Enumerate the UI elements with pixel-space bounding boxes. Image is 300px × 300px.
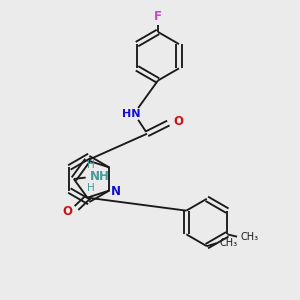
Text: F: F: [154, 10, 162, 23]
Text: N: N: [111, 184, 121, 198]
Text: CH₃: CH₃: [220, 238, 238, 248]
Text: HN: HN: [122, 109, 141, 119]
Text: H: H: [87, 160, 95, 170]
Text: O: O: [173, 115, 183, 128]
Text: CH₃: CH₃: [240, 232, 258, 242]
Text: O: O: [62, 205, 72, 218]
Text: H: H: [87, 183, 95, 193]
Text: NH: NH: [90, 170, 110, 183]
